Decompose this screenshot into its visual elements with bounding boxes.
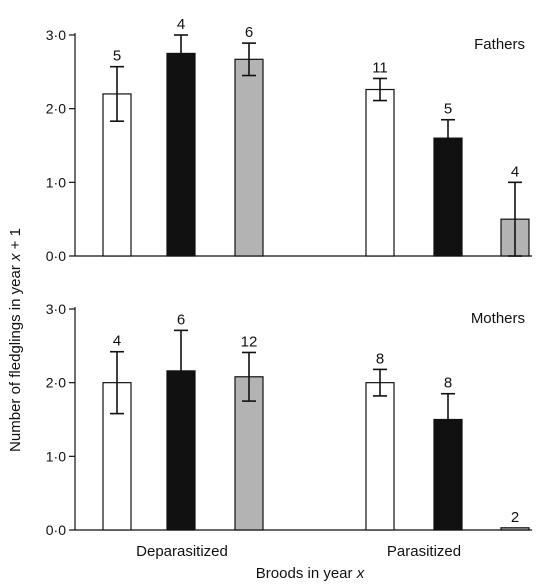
bar bbox=[500, 527, 530, 531]
y-tick-label: 1·0 bbox=[46, 448, 66, 464]
bar bbox=[365, 88, 395, 257]
panel-label: Mothers bbox=[471, 310, 525, 327]
y-tick-label: 0·0 bbox=[46, 248, 66, 264]
sample-size-label: 11 bbox=[372, 59, 388, 76]
y-tick-label: 3·0 bbox=[46, 301, 66, 317]
panel-mothers: 0·0 1·0 2·0 3·0 Mothers 4 6 12 8 8 2 bbox=[46, 301, 532, 538]
sample-size-label: 2 bbox=[511, 509, 519, 526]
x-category-label-deparasitized: Deparasitized bbox=[136, 543, 228, 560]
panel-fathers: 0·0 1·0 2·0 3·0 Fathers 5 4 6 11 5 4 bbox=[46, 16, 532, 264]
y-tick-label: 2·0 bbox=[46, 375, 66, 391]
y-tick-label: 3·0 bbox=[46, 27, 66, 43]
bar bbox=[166, 52, 196, 257]
sample-size-label: 4 bbox=[177, 16, 185, 33]
sample-size-label: 8 bbox=[376, 350, 384, 367]
sample-size-label: 4 bbox=[511, 163, 519, 180]
sample-size-label: 6 bbox=[245, 24, 253, 41]
sample-size-label: 4 bbox=[113, 333, 121, 350]
bar bbox=[234, 376, 264, 531]
sample-size-label: 6 bbox=[177, 311, 185, 328]
y-tick-label: 1·0 bbox=[46, 174, 66, 190]
bar bbox=[365, 382, 395, 531]
sample-size-label: 5 bbox=[113, 48, 121, 65]
x-axis-title: Broods in year x bbox=[256, 565, 365, 582]
y-tick-label: 2·0 bbox=[46, 101, 66, 117]
bar bbox=[234, 58, 264, 257]
y-axis-title: Number of fledglings in year x + 1 bbox=[7, 228, 24, 452]
sample-size-label: 12 bbox=[241, 333, 258, 350]
x-category-label-parasitized: Parasitized bbox=[387, 543, 461, 560]
panel-label: Fathers bbox=[474, 36, 525, 53]
y-tick-label: 0·0 bbox=[46, 522, 66, 538]
sample-size-label: 5 bbox=[444, 101, 452, 118]
sample-size-label: 8 bbox=[444, 375, 452, 392]
